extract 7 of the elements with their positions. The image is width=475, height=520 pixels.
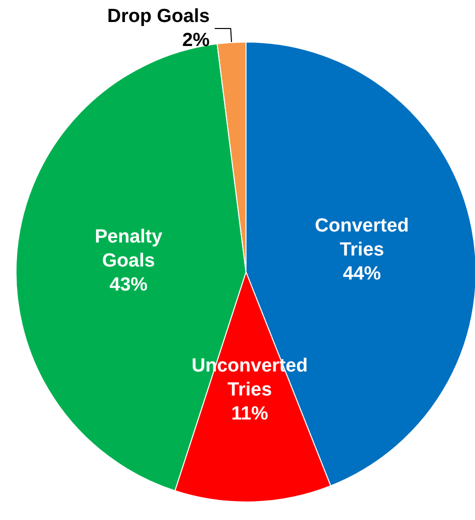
data-label: 44% — [342, 263, 382, 284]
slice-label: Drop Goals — [107, 6, 210, 27]
data-label: 11% — [231, 403, 268, 424]
data-label: 2% — [182, 30, 210, 51]
slice-label: Converted Tries — [314, 215, 409, 260]
slice-label: Penalty Goals — [94, 226, 163, 272]
data-label: 43% — [110, 274, 148, 296]
